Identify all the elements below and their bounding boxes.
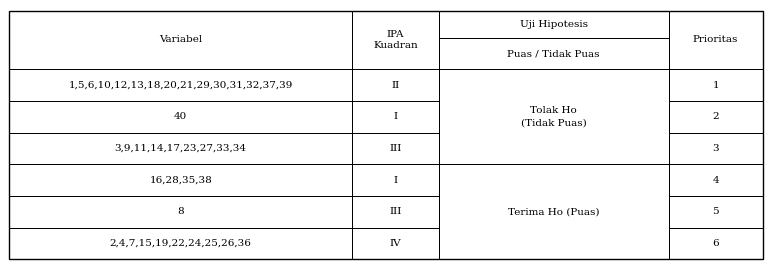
Bar xyxy=(438,11,669,38)
Bar xyxy=(352,196,438,228)
Text: 8: 8 xyxy=(178,207,184,216)
Text: 1: 1 xyxy=(713,80,719,90)
Text: 3: 3 xyxy=(713,144,719,153)
Bar xyxy=(352,11,438,69)
Text: 1,5,6,10,12,13,18,20,21,29,30,31,32,37,39: 1,5,6,10,12,13,18,20,21,29,30,31,32,37,3… xyxy=(69,80,293,90)
Text: Puas / Tidak Puas: Puas / Tidak Puas xyxy=(507,49,600,58)
Text: 2,4,7,15,19,22,24,25,26,36: 2,4,7,15,19,22,24,25,26,36 xyxy=(110,239,252,248)
Bar xyxy=(669,69,763,101)
Bar xyxy=(438,69,669,164)
Text: Terima Ho (Puas): Terima Ho (Puas) xyxy=(508,207,599,216)
Text: Prioritas: Prioritas xyxy=(693,35,738,45)
Text: IV: IV xyxy=(390,239,401,248)
Text: 5: 5 xyxy=(713,207,719,216)
Text: 3,9,11,14,17,23,27,33,34: 3,9,11,14,17,23,27,33,34 xyxy=(115,144,247,153)
Bar xyxy=(9,101,352,133)
Bar xyxy=(352,69,438,101)
Text: 2: 2 xyxy=(713,112,719,121)
Bar xyxy=(669,228,763,259)
Bar xyxy=(438,38,669,69)
Bar xyxy=(352,228,438,259)
Text: 6: 6 xyxy=(713,239,719,248)
Bar xyxy=(669,196,763,228)
Bar xyxy=(9,11,352,69)
Text: 16,28,35,38: 16,28,35,38 xyxy=(149,176,212,184)
Bar xyxy=(352,101,438,133)
Bar xyxy=(9,133,352,164)
Bar xyxy=(9,164,352,196)
Bar xyxy=(352,133,438,164)
Text: 40: 40 xyxy=(174,112,188,121)
Text: II: II xyxy=(391,80,400,90)
Text: III: III xyxy=(389,207,401,216)
Bar xyxy=(669,133,763,164)
Bar xyxy=(9,69,352,101)
Text: Variabel: Variabel xyxy=(159,35,202,45)
Bar xyxy=(9,228,352,259)
Bar xyxy=(438,164,669,259)
Bar xyxy=(669,101,763,133)
Bar xyxy=(9,196,352,228)
Bar xyxy=(669,11,763,69)
Bar xyxy=(669,164,763,196)
Text: 4: 4 xyxy=(713,176,719,184)
Text: IPA
Kuadran: IPA Kuadran xyxy=(373,30,418,50)
Text: I: I xyxy=(394,176,398,184)
Text: Tolak Ho
(Tidak Puas): Tolak Ho (Tidak Puas) xyxy=(521,106,587,127)
Bar xyxy=(352,164,438,196)
Text: III: III xyxy=(389,144,401,153)
Text: Uji Hipotesis: Uji Hipotesis xyxy=(520,20,587,29)
Text: I: I xyxy=(394,112,398,121)
